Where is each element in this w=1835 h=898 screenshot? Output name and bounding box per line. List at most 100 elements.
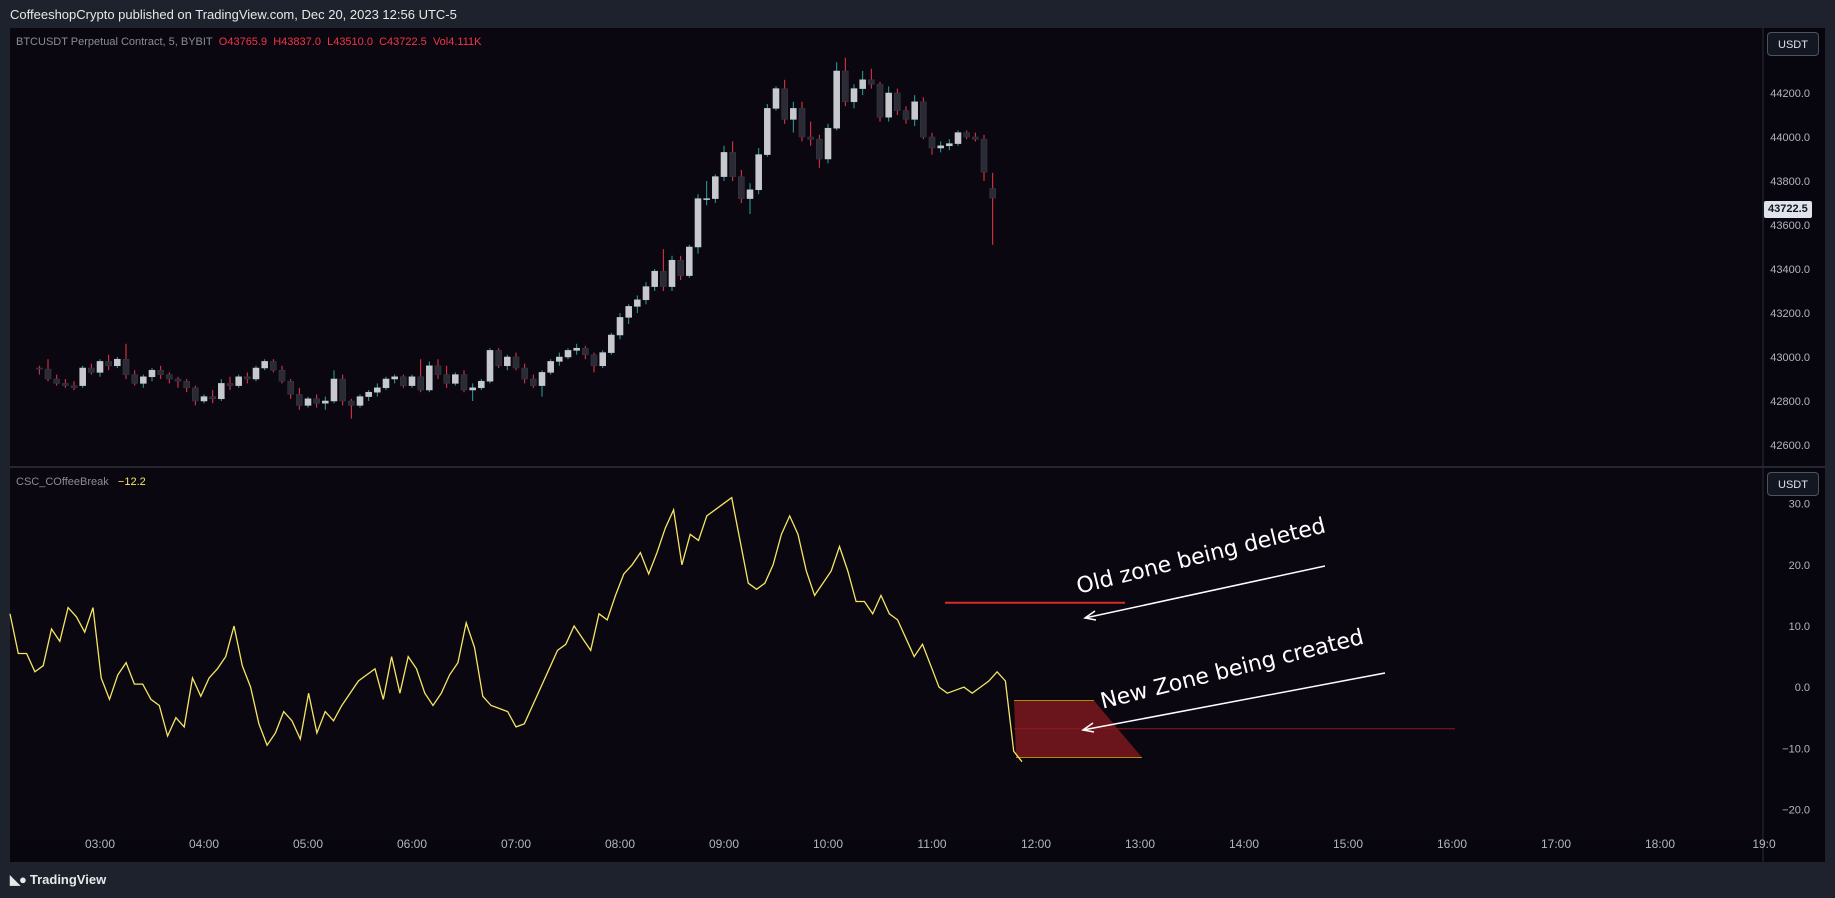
candle-body xyxy=(287,380,294,395)
candle-body xyxy=(44,368,52,380)
candle-body xyxy=(556,356,563,362)
candle-body xyxy=(348,400,355,406)
candle-body xyxy=(140,376,147,384)
footer-bar: ◣● TradingView xyxy=(0,862,1835,898)
candle-body xyxy=(88,367,95,373)
candle-body xyxy=(148,369,156,378)
candle-body xyxy=(790,108,797,120)
candle-body xyxy=(244,376,251,380)
candle-body xyxy=(400,376,407,386)
candle-body xyxy=(157,369,164,375)
candle-body xyxy=(642,286,650,301)
price-tick-label: 43000.0 xyxy=(1770,352,1810,364)
tradingview-logo[interactable]: ◣● TradingView xyxy=(10,872,106,888)
price-tick-label: 44000.0 xyxy=(1770,132,1810,144)
candle-body xyxy=(954,132,962,144)
candle-body xyxy=(963,132,970,138)
candle-body xyxy=(712,176,719,199)
time-tick-label: 13:00 xyxy=(1125,837,1155,851)
indicator-tick-label: 0.0 xyxy=(1795,682,1810,694)
candle-body xyxy=(738,176,745,199)
candle-body xyxy=(868,79,875,85)
candle-body xyxy=(235,376,242,386)
candle-body xyxy=(989,188,996,199)
candle-body xyxy=(296,394,303,406)
candle-body xyxy=(417,376,424,391)
candle-body xyxy=(452,374,459,384)
candle-body xyxy=(599,352,606,367)
price-tick-label: 43800.0 xyxy=(1770,176,1810,188)
candle-body xyxy=(322,400,329,404)
candle-body xyxy=(226,383,234,386)
candle-body xyxy=(634,299,641,307)
candle-body xyxy=(703,198,710,200)
candle-body xyxy=(694,198,702,248)
candle-body xyxy=(192,387,199,402)
candle-body xyxy=(382,378,390,389)
time-tick-label: 19:0 xyxy=(1752,837,1776,851)
time-tick-label: 04:00 xyxy=(189,837,219,851)
candle-body xyxy=(946,143,953,147)
candle-body xyxy=(114,358,121,367)
candle-body xyxy=(79,367,86,386)
publish-info: CoffeeshopCrypto published on TradingVie… xyxy=(10,7,457,22)
time-tick-label: 17:00 xyxy=(1541,837,1571,851)
candle-body xyxy=(469,387,476,391)
new-zone-arrowhead xyxy=(1081,722,1095,733)
price-legend: BTCUSDT Perpetual Contract, 5, BYBIT O43… xyxy=(16,36,481,48)
candle-body xyxy=(651,270,658,287)
candle-body xyxy=(764,108,771,155)
time-tick-label: 11:00 xyxy=(917,837,946,851)
candle-body xyxy=(504,356,511,367)
time-tick-label: 07:00 xyxy=(501,837,531,851)
candle-body xyxy=(928,136,936,149)
price-tick-label: 44200.0 xyxy=(1770,88,1810,100)
tradingview-logo-icon: ◣● xyxy=(10,872,27,887)
candle-body xyxy=(443,374,450,384)
candle-body xyxy=(772,88,780,109)
indicator-tick-label: −10.0 xyxy=(1782,743,1810,755)
candle-body xyxy=(859,79,866,89)
candle-body xyxy=(547,361,554,373)
candle-body xyxy=(686,246,693,276)
candle-body xyxy=(842,70,849,103)
candle-body xyxy=(62,383,69,386)
close-value: C43722.5 xyxy=(379,36,427,48)
candle-body xyxy=(183,380,190,389)
publish-header: CoffeeshopCrypto published on TradingVie… xyxy=(0,0,1835,28)
candle-body xyxy=(573,347,580,351)
candle-body xyxy=(261,361,268,369)
indicator-tick-label: 30.0 xyxy=(1789,499,1810,511)
candle-body xyxy=(937,145,944,149)
candle-body xyxy=(816,138,823,160)
candle-body xyxy=(356,396,364,406)
time-tick-label: 03:00 xyxy=(85,837,115,851)
candle-body xyxy=(495,350,502,367)
time-tick-label: 15:00 xyxy=(1333,837,1363,851)
old-zone-arrow xyxy=(1084,565,1326,619)
time-tick-label: 14:00 xyxy=(1229,837,1259,851)
indicator-currency-button[interactable]: USDT xyxy=(1767,472,1819,496)
candle-body xyxy=(582,347,589,356)
candle-body xyxy=(590,354,598,367)
candle-body xyxy=(677,259,684,276)
price-tick-label: 42600.0 xyxy=(1770,440,1810,452)
candle-body xyxy=(755,154,762,191)
new-zone-arrow xyxy=(1082,672,1386,731)
volume-value: Vol4.111K xyxy=(432,36,482,48)
price-currency-button[interactable]: USDT xyxy=(1767,32,1819,56)
candle-body xyxy=(252,367,260,380)
candle-body xyxy=(313,398,320,404)
candle-body xyxy=(521,367,528,380)
candle-body xyxy=(920,101,927,138)
indicator-legend: CSC_COffeeBreak −12.2 xyxy=(16,476,146,488)
candle-body xyxy=(209,396,216,400)
candle-body xyxy=(131,374,138,384)
candle-body xyxy=(660,270,667,287)
candle-body xyxy=(304,398,312,406)
indicator-pane-bg xyxy=(10,467,1763,840)
low-value: L43510.0 xyxy=(327,36,373,48)
candle-body xyxy=(122,358,130,375)
indicator-tick-label: 10.0 xyxy=(1789,621,1810,633)
